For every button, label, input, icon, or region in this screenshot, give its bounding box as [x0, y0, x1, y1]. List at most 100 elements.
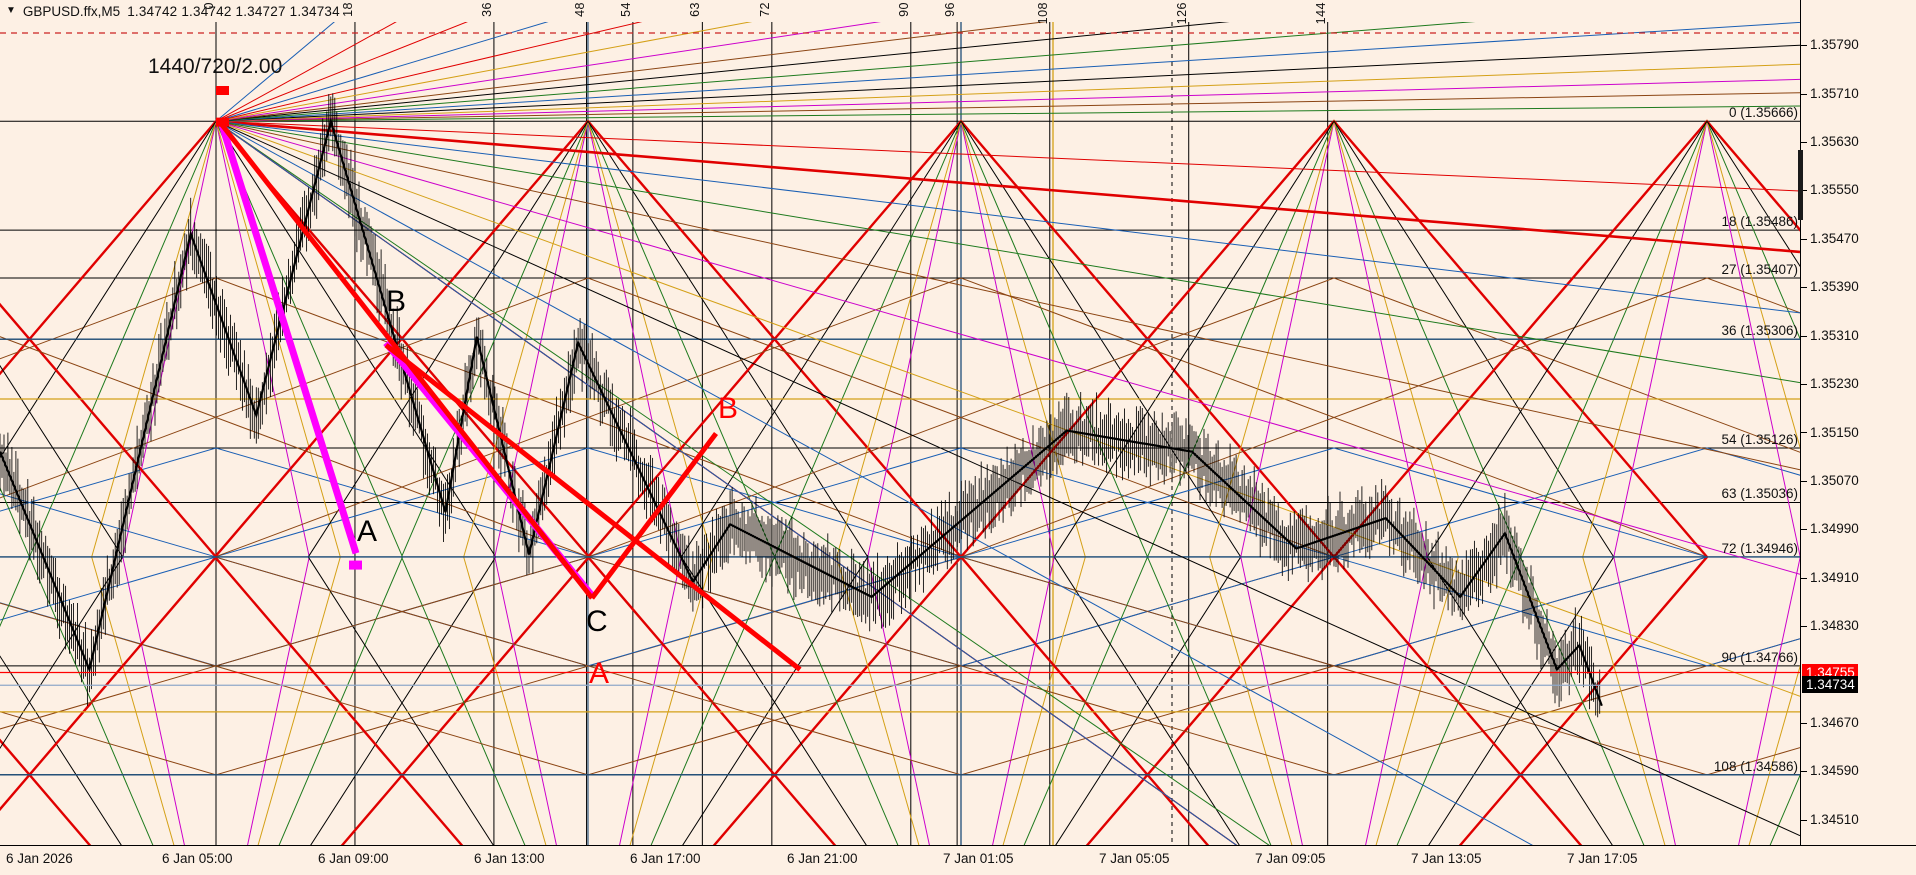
gann-level-label: 90 (1.34766): [1721, 649, 1798, 665]
price-tick-label: 1.35470: [1810, 230, 1859, 246]
top-scale-label: 48: [572, 2, 587, 17]
symbol-label: GBPUSD.ffx,M5: [22, 3, 121, 19]
pivot-label-c-2: C: [586, 605, 608, 638]
tick-mark: [1801, 287, 1807, 289]
caret-down-icon[interactable]: ▼: [6, 5, 16, 16]
tick-mark: [1801, 819, 1807, 821]
pivot-label-a-0: A: [357, 515, 378, 548]
time-tick-label: 7 Jan 01:05: [943, 851, 1014, 866]
symbol-info-bar: ▼ GBPUSD.ffx,M5 1.34742 1.34742 1.34727 …: [0, 0, 340, 22]
time-tick-label: 7 Jan 13:05: [1411, 851, 1482, 866]
tick-mark: [1801, 626, 1807, 628]
pivot-label-b-4: B: [718, 392, 739, 425]
tick-mark: [1801, 384, 1807, 386]
top-scale-label: 126: [1174, 2, 1189, 25]
price-tick-label: 1.34910: [1810, 569, 1859, 585]
tick-mark: [1801, 577, 1807, 579]
time-tick-label: 6 Jan 21:00: [787, 851, 858, 866]
top-scale-label: 54: [618, 2, 633, 17]
time-tick-label: 6 Jan 05:00: [162, 851, 233, 866]
gann-level-label: 27 (1.35407): [1721, 261, 1798, 277]
price-tick: 1.35710: [1801, 86, 1859, 101]
price-tick: 1.34590: [1801, 763, 1859, 778]
price-tick-label: 1.35230: [1810, 376, 1859, 392]
price-tick-label: 1.35710: [1810, 85, 1859, 101]
pivot-label-b-1: B: [386, 285, 407, 318]
price-axis[interactable]: 1.35790 1.35710 1.35630 1.35550 1.35470 1.353…: [1798, 0, 1916, 845]
tick-mark: [1801, 335, 1807, 337]
ohlc-values: 1.34742 1.34742 1.34727 1.34734: [127, 3, 340, 19]
price-tick: 1.35310: [1801, 328, 1859, 343]
price-tick: 1.35230: [1801, 376, 1859, 391]
price-tick-label: 1.34510: [1810, 811, 1859, 827]
price-tick-label: 1.35550: [1810, 182, 1859, 198]
gann-level-label: 72 (1.34946): [1721, 540, 1798, 556]
price-tick: 1.35070: [1801, 473, 1859, 488]
time-axis[interactable]: 6 Jan 2026 6 Jan 05:00 6 Jan 09:00 6 Jan 13…: [0, 845, 1916, 875]
gann-level-label: 36 (1.35306): [1721, 323, 1798, 339]
price-tick-label: 1.35310: [1810, 327, 1859, 343]
time-tick-label: 6 Jan 17:00: [630, 851, 701, 866]
tick-mark: [1801, 771, 1807, 773]
pivot-marker[interactable]: [216, 86, 229, 95]
time-tick-label: 6 Jan 09:00: [318, 851, 389, 866]
gann-fan-lines: [215, 22, 1800, 845]
gann-level-label: 54 (1.35126): [1721, 432, 1798, 448]
bid-ask-lines: [0, 671, 1800, 686]
tick-mark: [1801, 190, 1807, 192]
price-tick-label: 1.35630: [1810, 134, 1859, 150]
price-tick: 1.35470: [1801, 231, 1859, 246]
price-tick: 1.35150: [1801, 425, 1859, 440]
gann-level-label: 108 (1.34586): [1713, 758, 1798, 774]
pivot-label-a-3: A: [589, 657, 610, 690]
tick-mark: [1801, 529, 1807, 531]
price-tick-label: 1.34830: [1810, 618, 1859, 634]
top-scale-label: 96: [943, 2, 958, 17]
abc-pattern-legs: [216, 117, 802, 672]
top-scale-label: 72: [757, 2, 772, 17]
tick-mark: [1801, 480, 1807, 482]
chart-canvas: [0, 22, 1800, 845]
price-tick-label: 1.35390: [1810, 279, 1859, 295]
price-tick-label: 1.35150: [1810, 424, 1859, 440]
tick-mark: [1801, 141, 1807, 143]
top-scale-label: 90: [896, 2, 911, 17]
price-tick: 1.34830: [1801, 618, 1859, 633]
tick-mark: [1801, 238, 1807, 240]
price-tick: 1.34990: [1801, 521, 1859, 536]
gann-level-label: 0 (1.35666): [1728, 105, 1798, 121]
time-tick-label: 6 Jan 13:00: [474, 851, 545, 866]
top-scale-label: 144: [1313, 2, 1328, 25]
price-tick: 1.34670: [1801, 715, 1859, 730]
tick-mark: [1801, 45, 1807, 47]
gann-params-label: 1440/720/2.00: [148, 55, 283, 78]
price-tick-label: 1.34590: [1810, 763, 1859, 779]
top-scale-label: 108: [1035, 2, 1050, 25]
tick-mark: [1801, 432, 1807, 434]
price-tick: 1.35390: [1801, 279, 1859, 294]
time-tick-label: 7 Jan 05:05: [1099, 851, 1170, 866]
top-scale-label: 36: [479, 2, 494, 17]
bid-price-badge: 1.34734: [1802, 676, 1858, 694]
gann-level-label: 18 (1.35486): [1721, 214, 1798, 230]
price-tick: 1.34510: [1801, 812, 1859, 827]
price-tick-label: 1.35070: [1810, 472, 1859, 488]
tick-mark: [1801, 93, 1807, 95]
top-scale-label: 63: [688, 2, 703, 17]
price-tick: 1.35790: [1801, 37, 1859, 52]
price-tick: 1.35630: [1801, 134, 1859, 149]
price-tick: 1.34910: [1801, 570, 1859, 585]
price-scale-scrollbar[interactable]: [1798, 150, 1803, 220]
time-tick-label: 7 Jan 17:05: [1567, 851, 1638, 866]
gann-level-label: 63 (1.35036): [1721, 486, 1798, 502]
time-tick-label: 6 Jan 2026: [6, 851, 73, 866]
price-tick: 1.35550: [1801, 182, 1859, 197]
top-scale-label: 18: [340, 2, 355, 17]
tick-mark: [1801, 722, 1807, 724]
price-tick-label: 1.34990: [1810, 521, 1859, 537]
price-tick-label: 1.35790: [1810, 37, 1859, 53]
price-tick-label: 1.34670: [1810, 714, 1859, 730]
time-tick-label: 7 Jan 09:05: [1255, 851, 1326, 866]
